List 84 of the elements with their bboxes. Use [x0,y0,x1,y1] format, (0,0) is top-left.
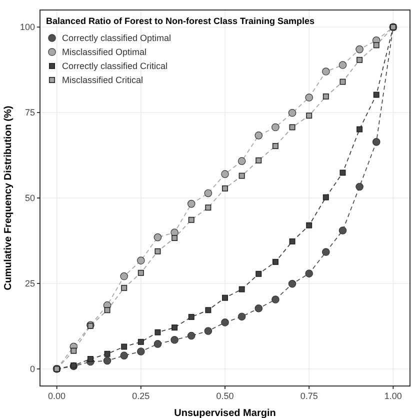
point [305,270,313,278]
point [272,258,278,265]
point [238,312,246,321]
point [154,329,161,336]
point [289,124,296,130]
x-tick-label: 1.00 [384,391,402,401]
point [338,226,347,234]
point [306,222,312,228]
point [254,132,263,140]
point [154,233,162,242]
point [238,286,245,292]
point [256,270,262,277]
point [322,194,329,200]
point [137,348,145,356]
y-axis-title: Cumulative Frequency Distribution (%) [3,106,14,290]
x-tick-label: 0.50 [216,391,234,401]
point [272,143,278,150]
point [288,280,296,288]
point [172,324,178,331]
y-tick-label: 50 [24,193,35,203]
point [305,94,313,102]
point [238,172,245,179]
legend-title: Balanced Ratio of Forest to Non-forest Class Training Samples [46,16,315,26]
y-tick-label: 100 [20,22,35,32]
point [322,68,330,76]
point [154,248,161,254]
point [187,332,196,340]
point [188,314,194,320]
legend-label: Correctly classified Optimal [62,33,172,43]
point [138,270,144,276]
point [70,348,77,354]
legend-label: Misclassified Critical [62,75,144,85]
point [87,356,94,362]
point [306,112,312,119]
x-axis-title: Unsupervised Margin [174,408,276,418]
point [340,78,346,85]
point [256,157,262,164]
point [221,318,229,326]
y-tick-label: 0 [30,364,35,374]
point [188,216,194,223]
point [338,61,347,69]
point [205,204,212,211]
point [373,92,380,98]
point [322,248,330,256]
legend-label: Correctly classified Critical [62,61,168,71]
point [254,304,263,312]
point [204,189,212,198]
point [272,123,280,132]
point [372,138,380,146]
point [187,200,196,208]
point [272,296,280,304]
point [340,170,346,176]
point [154,340,162,348]
point [221,170,229,178]
point [356,126,363,132]
point [137,256,145,264]
point [170,336,178,344]
x-tick-label: 0.00 [48,391,66,401]
point [322,93,329,100]
point [356,182,364,191]
point [222,294,228,301]
point [356,56,363,63]
point [288,108,296,117]
point [238,157,246,165]
point [138,338,144,345]
point [356,45,364,54]
point [121,344,128,350]
x-tick-label: 0.75 [300,391,318,401]
y-tick-label: 25 [24,278,35,288]
point [205,307,212,314]
point [289,238,296,244]
point [104,307,110,314]
point [373,42,380,48]
legend-label: Misclassified Optimal [62,47,147,57]
point [120,272,128,280]
point [204,327,212,335]
point [222,185,228,192]
point [172,234,178,241]
point [120,352,128,360]
point [104,350,110,357]
point [103,356,112,365]
point [121,284,128,291]
y-tick-label: 75 [24,108,35,118]
x-tick-label: 0.25 [132,391,150,401]
